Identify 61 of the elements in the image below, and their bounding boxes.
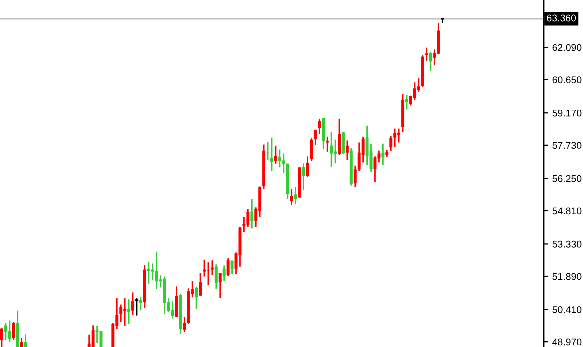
candlestick <box>214 264 218 290</box>
candlestick <box>147 261 150 286</box>
candlestick <box>398 128 401 144</box>
candlestick <box>437 22 440 56</box>
candlestick <box>134 298 140 316</box>
candlestick <box>390 136 393 152</box>
candlestick <box>250 198 254 230</box>
candlestick <box>96 326 99 344</box>
candlestick <box>16 310 20 347</box>
candlestick <box>218 272 222 300</box>
y-tick-label: 57.730 <box>552 142 582 150</box>
candlestick <box>203 259 206 278</box>
y-tick-label: 62.090 <box>552 44 582 52</box>
candlestick <box>132 292 135 316</box>
candlestick <box>195 286 198 310</box>
candlestick <box>270 137 274 172</box>
candlestick <box>155 251 158 290</box>
candlestick <box>222 265 226 282</box>
candlestick <box>322 117 326 150</box>
y-tick-label: 56.250 <box>552 175 582 182</box>
candlestick <box>330 131 334 168</box>
candlestick <box>429 51 432 72</box>
candlestick <box>175 286 178 318</box>
candlestick <box>230 260 234 276</box>
candlestick <box>406 94 408 110</box>
candlestick <box>302 162 306 192</box>
candlestick <box>12 322 16 342</box>
candlestick <box>394 128 397 148</box>
y-tick-label: 60.650 <box>552 76 582 84</box>
ref-line-label: 63.360 <box>547 14 576 22</box>
candlestick <box>242 216 246 233</box>
candlestick <box>413 82 416 101</box>
candlestick <box>24 334 28 347</box>
candlestick <box>92 324 95 347</box>
candlestick <box>342 131 345 156</box>
y-tick-label: 53.330 <box>552 240 582 248</box>
candlestick <box>128 298 131 325</box>
y-tick-label: 54.810 <box>552 208 582 215</box>
candlestick <box>0 327 4 347</box>
candlestick <box>326 136 330 153</box>
candlestick <box>226 258 230 277</box>
candlestick <box>294 186 298 205</box>
y-tick-label: 59.170 <box>552 110 582 117</box>
candlestick <box>171 300 174 320</box>
candlestick <box>290 188 294 206</box>
candlestick <box>246 208 250 228</box>
candlestick <box>8 320 12 343</box>
candlestick <box>382 143 385 166</box>
candlestick <box>124 298 127 328</box>
candlestick <box>210 260 214 276</box>
y-tick-label: 51.890 <box>552 273 582 280</box>
candlestick <box>318 118 322 135</box>
candlestick <box>346 140 349 162</box>
candlestick <box>338 118 341 156</box>
candlestick <box>274 145 278 165</box>
y-tick-label: 48.970 <box>552 338 582 346</box>
candlestick <box>4 322 8 342</box>
candlestick <box>88 334 91 347</box>
candlestick <box>100 330 103 347</box>
candlestick <box>199 272 202 298</box>
y-tick-label: 50.410 <box>552 306 582 314</box>
